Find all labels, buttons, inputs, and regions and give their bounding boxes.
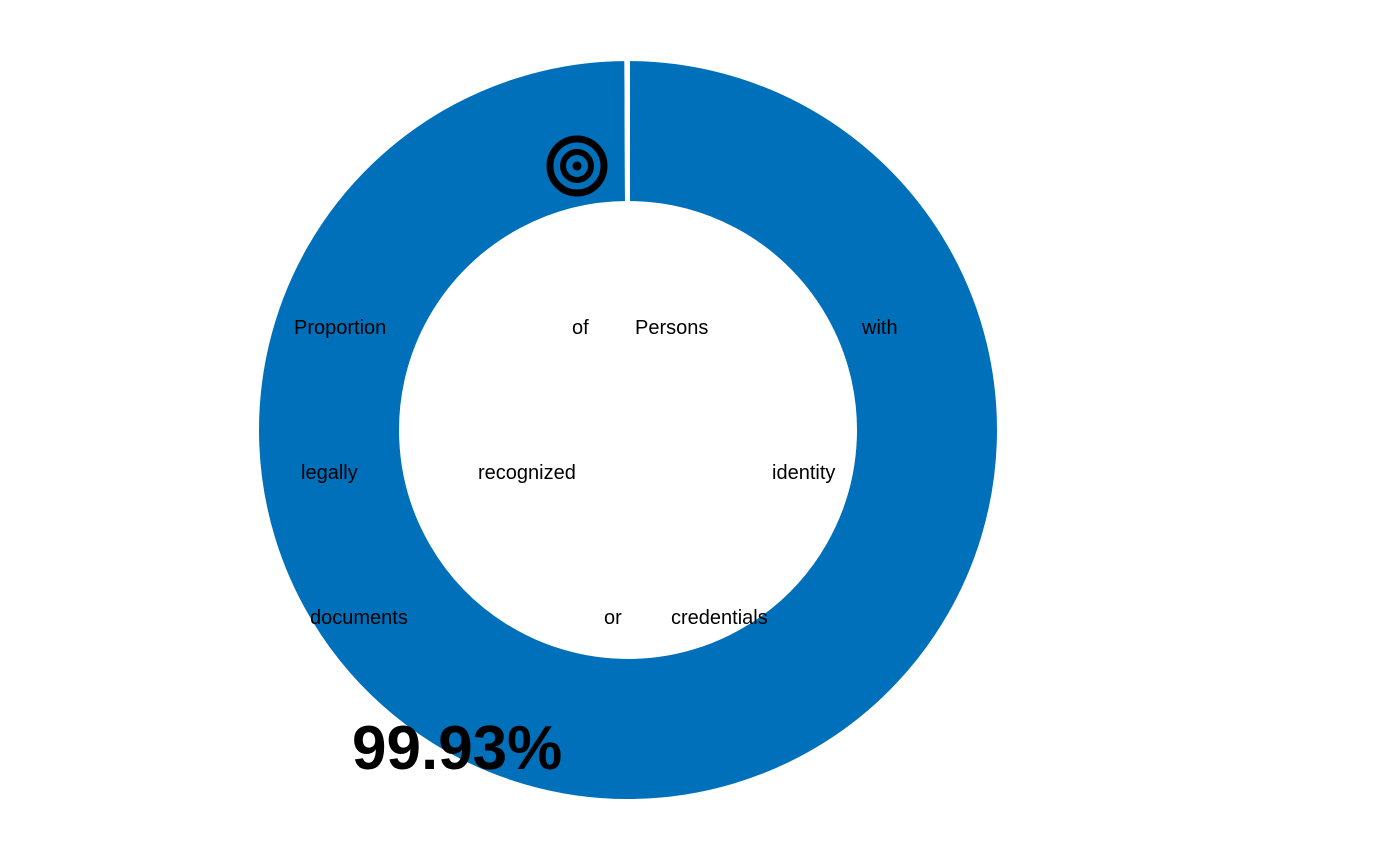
target-icon — [546, 135, 608, 197]
label-word-3: Persons — [635, 317, 709, 339]
label-word-10: credentials — [671, 607, 768, 629]
label-word-9: or — [604, 607, 622, 629]
label-word-1: Proportion — [294, 317, 387, 339]
label-word-7: identity — [772, 462, 836, 484]
value-label: 99.93% — [352, 714, 563, 783]
label-word-5: legally — [301, 462, 358, 484]
label-word-4: with — [862, 317, 898, 339]
donut-slice-2 — [624, 56, 630, 206]
slices-group — [255, 56, 1001, 803]
label-word-2: of — [572, 317, 589, 339]
label-word-6: recognized — [478, 462, 576, 484]
donut-slice-1 — [255, 56, 1001, 803]
label-word-8: documents — [310, 607, 408, 629]
